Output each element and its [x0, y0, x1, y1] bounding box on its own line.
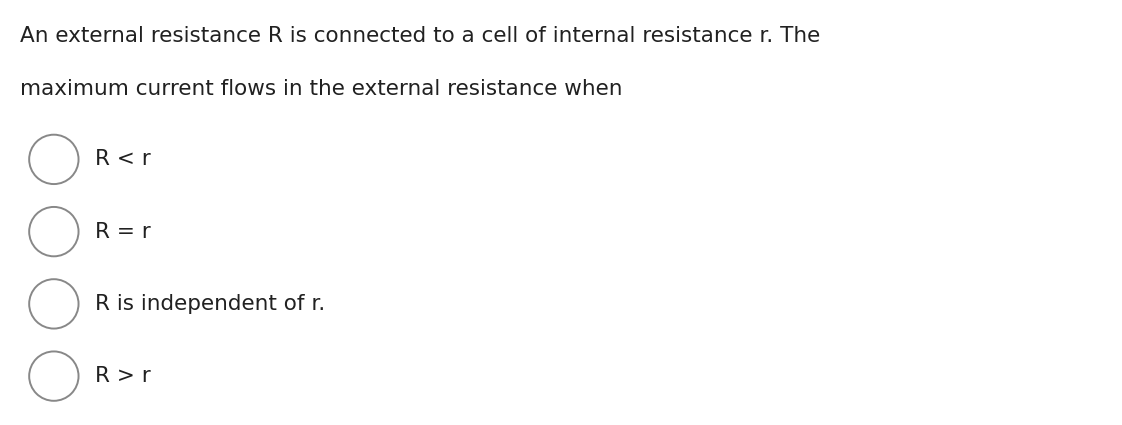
Text: R is independent of r.: R is independent of r. — [95, 294, 325, 314]
Text: An external resistance R is connected to a cell of internal resistance r. The: An external resistance R is connected to… — [20, 26, 820, 45]
Text: R < r: R < r — [95, 149, 151, 170]
Text: maximum current flows in the external resistance when: maximum current flows in the external re… — [20, 79, 623, 99]
Text: R > r: R > r — [95, 366, 151, 386]
Text: R = r: R = r — [95, 221, 151, 242]
